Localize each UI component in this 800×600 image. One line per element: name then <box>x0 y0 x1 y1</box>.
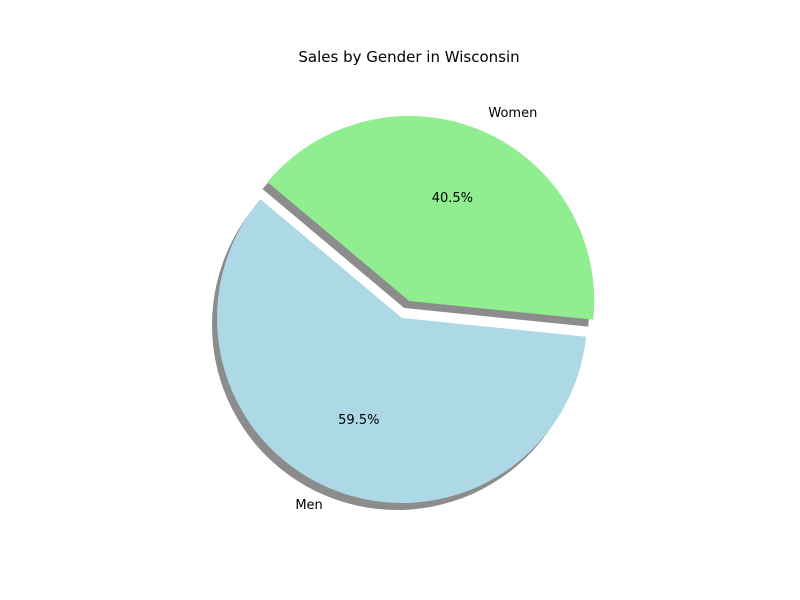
slice-label-men: Men <box>295 498 322 513</box>
slice-percent-women: 40.5% <box>432 191 473 206</box>
slice-label-women: Women <box>488 106 537 121</box>
pie-slice-men <box>216 199 587 504</box>
slice-percent-men: 59.5% <box>338 413 379 428</box>
pie-slice-women <box>267 115 595 320</box>
chart-title: Sales by Gender in Wisconsin <box>298 48 520 66</box>
